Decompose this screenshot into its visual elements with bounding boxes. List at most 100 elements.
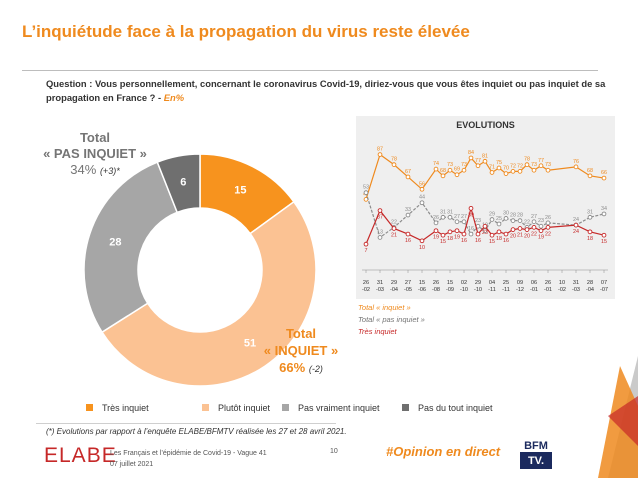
question-text: Question : Vous personnellement, concern… bbox=[46, 77, 606, 105]
series-point bbox=[587, 229, 593, 235]
series-point bbox=[461, 219, 467, 225]
series-point bbox=[601, 232, 607, 238]
x-tick-label: 26 bbox=[433, 280, 439, 286]
data-label: 39 bbox=[468, 212, 474, 218]
series-point bbox=[468, 205, 474, 211]
footnote-divider bbox=[36, 423, 336, 424]
data-label: 23 bbox=[538, 218, 544, 224]
donut-slice-label: 28 bbox=[109, 236, 121, 248]
series-point bbox=[503, 171, 509, 176]
data-label: 13 bbox=[377, 229, 383, 235]
series-point bbox=[496, 229, 502, 235]
series-point bbox=[573, 222, 579, 228]
total-inquiet-line1: Total bbox=[285, 326, 317, 341]
series-point bbox=[587, 214, 593, 220]
data-label: 31 bbox=[440, 209, 446, 215]
data-label: 24 bbox=[573, 229, 579, 235]
x-tick-label-month: -10 bbox=[460, 287, 468, 293]
data-label: 27 bbox=[454, 214, 460, 220]
data-label: 87 bbox=[377, 147, 383, 153]
data-label: 18 bbox=[587, 236, 593, 242]
series-point bbox=[503, 216, 509, 221]
data-label: 15 bbox=[601, 239, 607, 245]
data-label: 28 bbox=[510, 213, 516, 219]
series-point bbox=[447, 167, 453, 173]
legend-label: Très inquiet bbox=[102, 403, 149, 413]
data-label: 53 bbox=[363, 185, 369, 191]
data-label: 27 bbox=[531, 214, 537, 220]
data-label: 73 bbox=[545, 162, 551, 168]
data-label: 81 bbox=[482, 153, 488, 159]
x-tick-label: 31 bbox=[377, 280, 383, 286]
data-label: 15 bbox=[440, 239, 446, 245]
series-point bbox=[601, 211, 607, 217]
series-point bbox=[503, 231, 509, 237]
x-tick-label-month: -12 bbox=[516, 287, 524, 293]
donut-chart: 15 51 28 6 bbox=[83, 153, 317, 387]
x-tick-label-month: -06 bbox=[418, 287, 426, 293]
x-tick-label-month: -09 bbox=[446, 287, 454, 293]
series-point bbox=[601, 175, 607, 181]
series-point bbox=[454, 219, 460, 225]
series-point bbox=[419, 186, 425, 192]
series-point bbox=[433, 166, 439, 172]
x-tick-label-month: -10 bbox=[474, 287, 482, 293]
total-inquiet-value: 66% bbox=[279, 360, 306, 375]
legend-label: Plutôt inquiet bbox=[218, 403, 271, 413]
evolutions-title: EVOLUTIONS bbox=[456, 120, 515, 130]
donut-slice bbox=[83, 161, 179, 334]
series-point bbox=[517, 169, 523, 174]
footer-info: Les Français et l’épidémie de Covid-19 -… bbox=[110, 448, 267, 470]
series-point bbox=[524, 227, 530, 232]
data-label: 21 bbox=[391, 232, 397, 238]
series-point bbox=[475, 163, 481, 169]
total-pas-inquiet-line2: « PAS INQUIET » bbox=[43, 146, 147, 161]
series-point bbox=[545, 167, 551, 173]
x-tick-label: 09 bbox=[517, 280, 523, 286]
series-point bbox=[391, 162, 397, 167]
series-point bbox=[538, 163, 544, 169]
footer-date: 07 juillet 2021 bbox=[110, 461, 154, 468]
x-tick-label: 06 bbox=[531, 280, 537, 286]
data-label: 10 bbox=[419, 245, 425, 251]
x-tick-label-month: -05 bbox=[404, 287, 412, 293]
x-tick-label: 07 bbox=[601, 280, 607, 286]
series-point bbox=[510, 169, 516, 174]
x-tick-label-month: -02 bbox=[362, 287, 370, 293]
total-inquiet-delta: (-2) bbox=[308, 364, 323, 374]
data-label: 25 bbox=[496, 216, 502, 222]
data-label: 33 bbox=[405, 207, 411, 213]
x-tick-label: 31 bbox=[573, 280, 579, 286]
bfm-text: BFM bbox=[524, 440, 548, 452]
x-tick-label: 25 bbox=[503, 280, 509, 286]
x-tick-label: 15 bbox=[419, 280, 425, 286]
data-label: 7 bbox=[365, 248, 368, 254]
series-point bbox=[447, 214, 453, 220]
total-pas-inquiet-value-line: 34% (+3)* bbox=[30, 162, 160, 179]
data-label: 16 bbox=[468, 226, 474, 232]
series-point bbox=[524, 162, 530, 167]
data-label: 73 bbox=[461, 162, 467, 168]
data-label: 70 bbox=[503, 166, 509, 172]
data-label: 69 bbox=[454, 167, 460, 173]
series-point bbox=[447, 229, 453, 235]
series-point bbox=[545, 225, 551, 230]
x-tick-label: 02 bbox=[461, 280, 467, 286]
x-tick-label-month: -04 bbox=[586, 287, 594, 293]
x-tick-label: 28 bbox=[587, 280, 593, 286]
data-label: 84 bbox=[468, 150, 474, 156]
series-point bbox=[377, 152, 383, 157]
data-label: 68 bbox=[440, 168, 446, 174]
data-label: 22 bbox=[531, 231, 537, 237]
data-label: 16 bbox=[405, 238, 411, 244]
series-point bbox=[496, 221, 502, 227]
x-tick-label-month: -11 bbox=[502, 287, 510, 293]
data-label: 44 bbox=[419, 195, 425, 201]
page-title: L’inquiétude face à la propagation du vi… bbox=[22, 22, 470, 41]
x-tick-label-month: -02 bbox=[558, 287, 566, 293]
x-tick-label: 10 bbox=[559, 280, 565, 286]
series-point bbox=[454, 172, 460, 178]
data-label: 29 bbox=[489, 212, 495, 218]
legend-swatch bbox=[402, 404, 409, 411]
x-tick-label: 26 bbox=[545, 280, 551, 286]
